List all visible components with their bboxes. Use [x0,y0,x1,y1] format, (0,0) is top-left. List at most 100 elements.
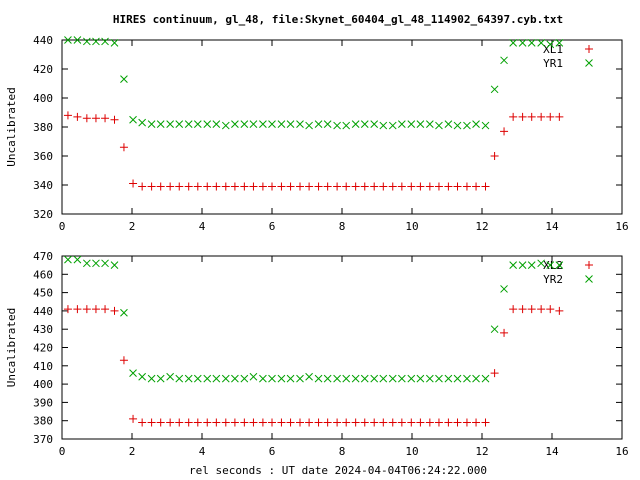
data-point [518,39,527,47]
data-point [323,374,332,383]
data-point [388,121,397,130]
data-point [314,120,323,128]
data-point [286,418,295,427]
data-point [388,418,397,427]
data-point [249,182,258,191]
data-point [277,374,286,383]
data-point [212,374,221,383]
data-point [416,418,425,427]
data-point [490,369,499,378]
data-point [64,36,72,44]
series-YR2 [64,255,564,383]
data-point [63,111,72,120]
data-point [379,121,388,130]
data-point [351,418,360,427]
y-tick-label: 400 [33,378,53,391]
x-tick-label: 0 [59,220,66,233]
data-point [249,372,258,381]
data-point [537,112,546,121]
data-point [193,182,202,191]
data-point [203,374,212,383]
data-point [407,182,416,191]
data-point [258,182,267,191]
data-point [397,182,406,191]
data-point [351,374,360,383]
data-point [490,85,499,94]
data-point [379,418,388,427]
data-point [286,374,295,383]
data-point [555,39,564,47]
data-point [119,356,128,365]
data-point [444,374,453,383]
y-tick-label: 410 [33,360,53,373]
data-point [527,39,536,47]
x-tick-label: 4 [199,445,206,458]
legend-label: YR1 [543,57,563,70]
data-point [342,182,351,191]
data-point [184,374,193,383]
series-XL2 [63,305,564,427]
x-tick-label: 0 [59,445,66,458]
data-point [305,121,313,130]
x-tick-label: 8 [339,445,346,458]
x-tick-label: 14 [545,445,559,458]
data-point [518,305,527,314]
data-point [481,182,490,191]
data-point [82,259,91,268]
data-point [379,374,388,383]
data-point [63,305,72,314]
chart-title: HIRES continuum, gl_48, file:Skynet_6040… [113,13,563,26]
data-point [73,112,82,121]
data-point [240,120,249,128]
data-point [546,40,555,49]
data-point [527,305,536,314]
x-tick-label: 12 [475,220,488,233]
y-tick-label: 390 [33,396,53,409]
data-point [230,182,239,191]
y-tick-label: 370 [33,433,53,446]
y-tick-label: 320 [33,208,53,221]
x-tick-label: 6 [269,220,276,233]
data-point [388,182,397,191]
data-point [397,418,406,427]
data-point [360,182,369,191]
data-point [509,39,518,47]
data-point [166,372,175,381]
data-point [527,112,536,121]
y-tick-label: 440 [33,305,53,318]
data-point [323,182,332,191]
data-point [268,418,276,427]
data-point [147,182,156,191]
y-tick-label: 340 [33,179,53,192]
data-point [119,143,128,152]
x-tick-label: 4 [199,220,206,233]
data-point [138,182,147,191]
data-point [546,261,555,270]
data-point [101,305,110,314]
data-point [101,114,110,123]
data-point [435,121,443,130]
data-point [129,414,138,423]
x-tick-label: 12 [475,445,488,458]
legend-label: XL1 [543,43,563,56]
y-axis-label: Uncalibrated [5,308,18,387]
data-point [333,418,342,427]
data-point [129,115,137,124]
y-tick-label: 420 [33,63,53,76]
data-point [147,418,156,427]
data-point [537,259,546,268]
data-point [500,328,509,337]
data-point [453,418,462,427]
data-point [472,182,481,191]
data-point [462,182,471,191]
plot-1: 0 2 4 6 8 10 12 14 16 320 340 360 380 400 420 440 Uncali… [5,34,629,233]
data-point [555,306,564,315]
data-point [370,182,379,191]
data-point [138,118,147,127]
data-point [323,418,332,427]
x-tick-label: 2 [129,220,136,233]
data-point [379,182,388,191]
data-point [231,120,239,128]
data-point [342,121,351,130]
